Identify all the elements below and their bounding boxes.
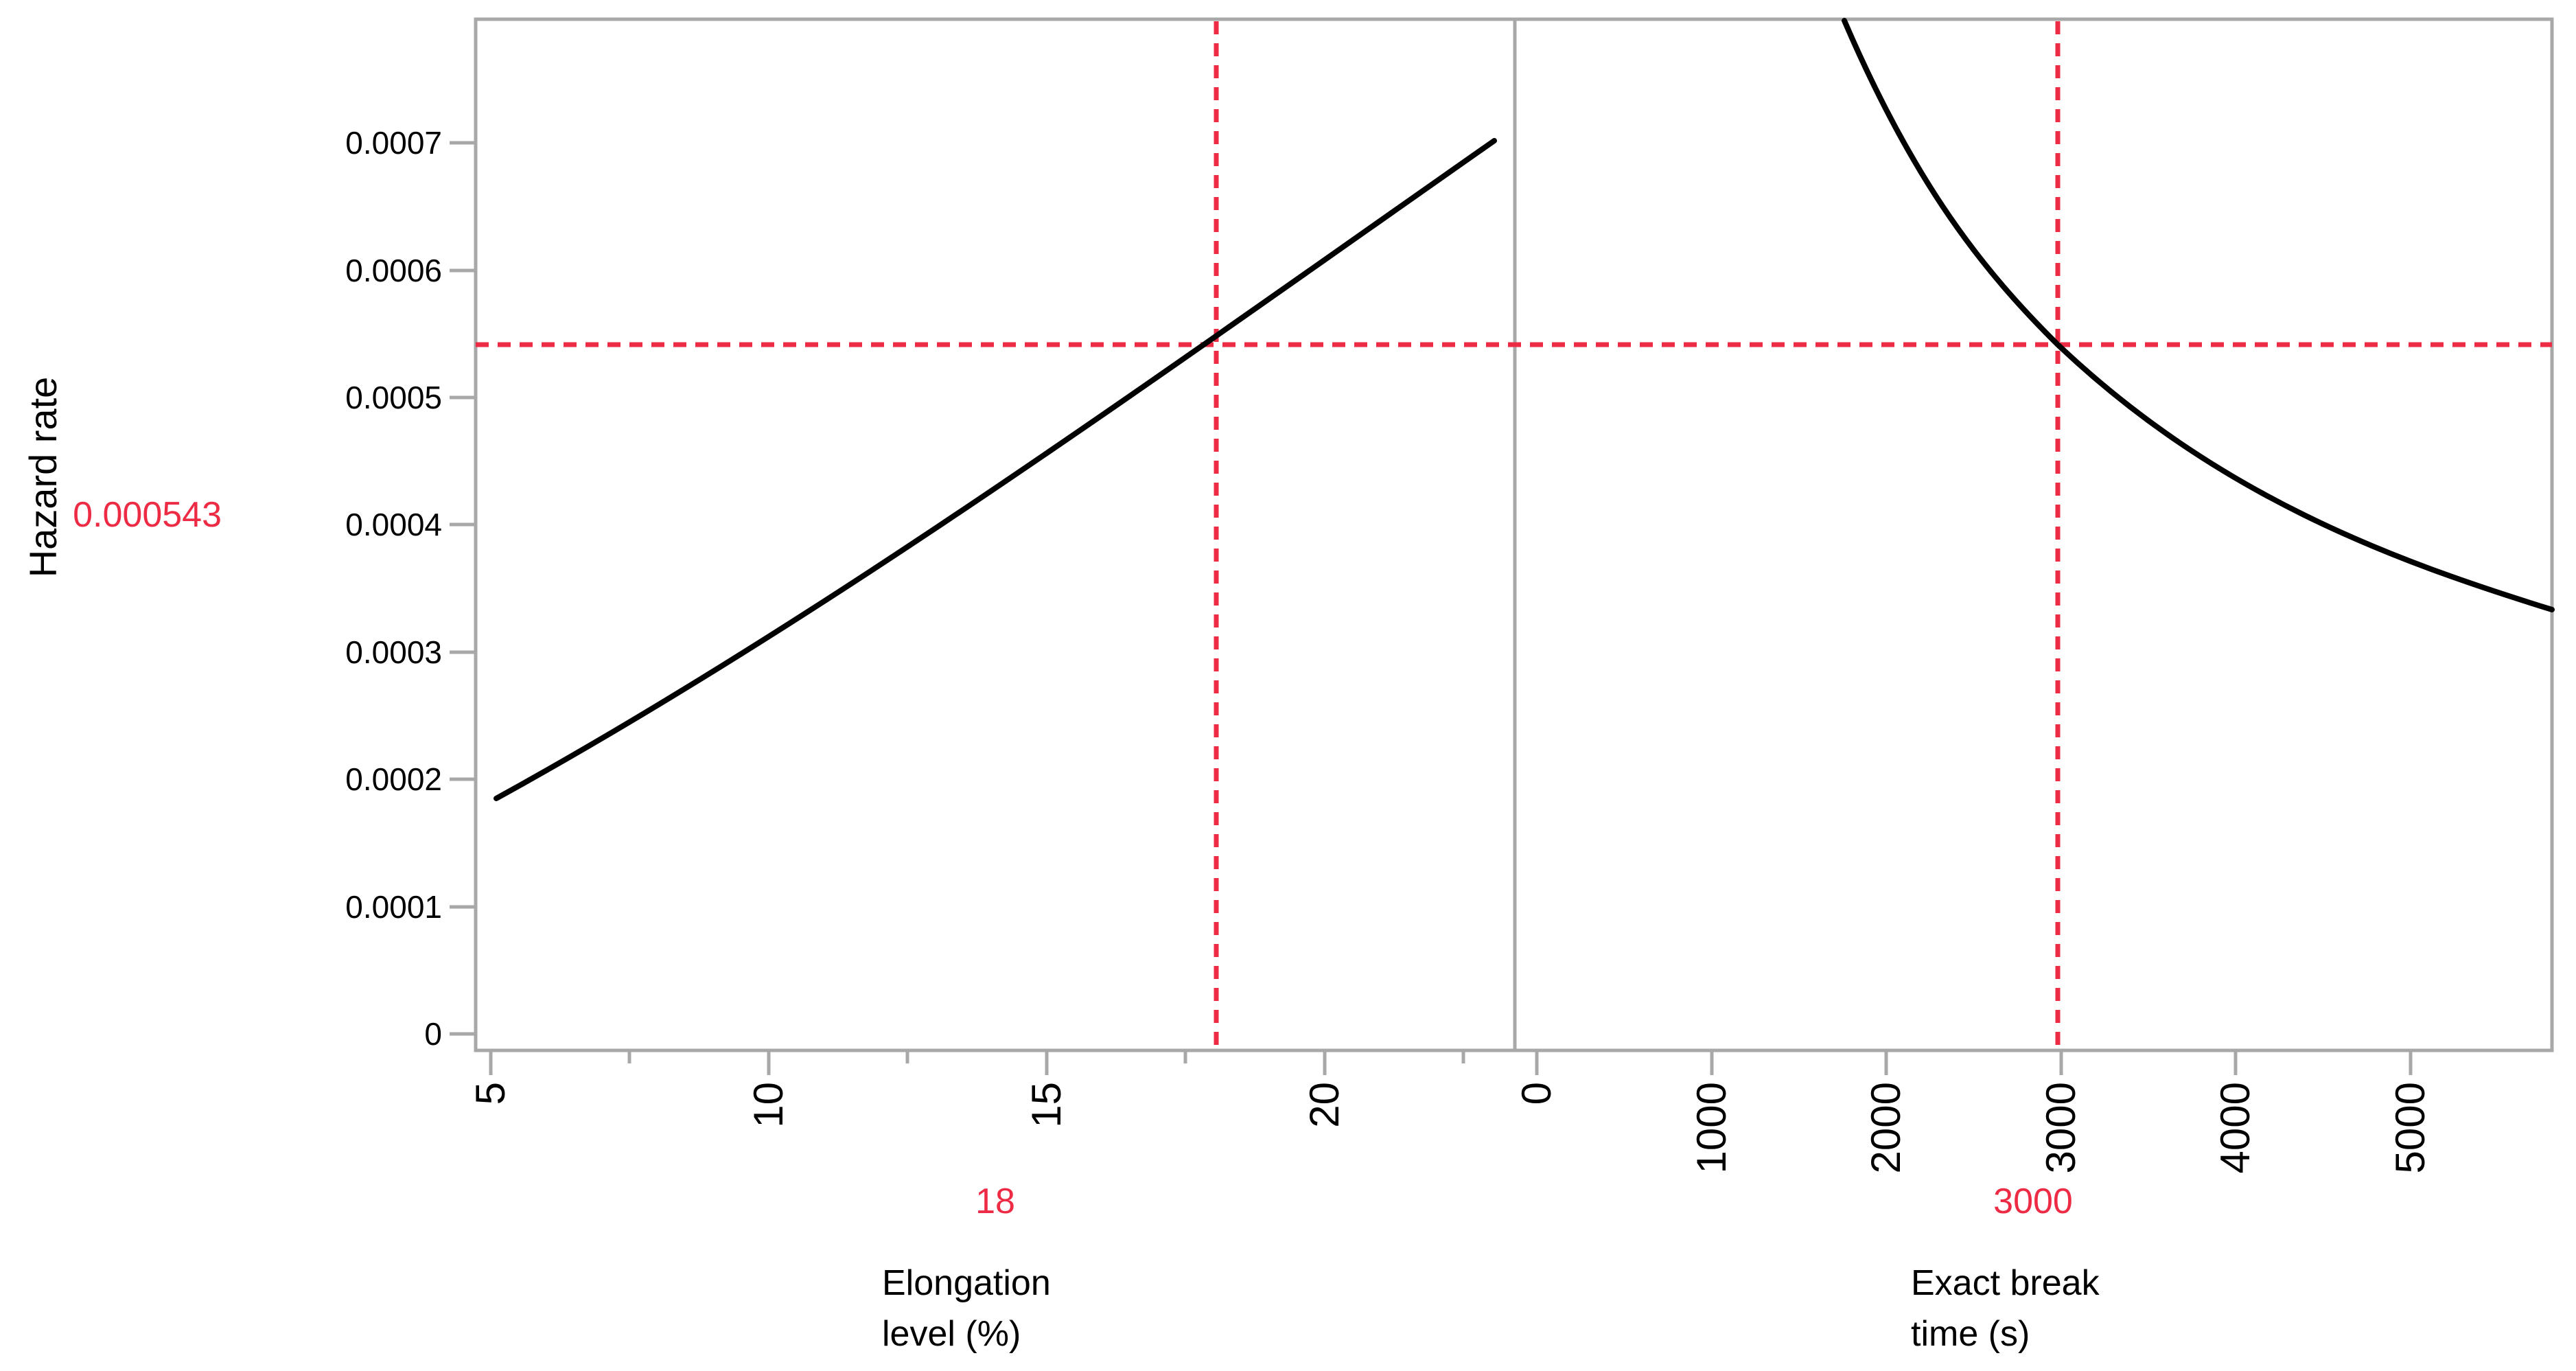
x-tick-label: 3000 <box>2038 1082 2084 1174</box>
y-tick-label: 0.0004 <box>345 507 442 542</box>
x-tick-label: 4000 <box>2212 1082 2258 1174</box>
y-tick-label: 0 <box>424 1016 442 1052</box>
x-tick-label-wrap: 10 <box>745 1082 791 1128</box>
hazard-curve-elongation <box>494 138 1497 801</box>
x-tick-label: 1000 <box>1689 1082 1734 1174</box>
x-tick-label-wrap: 1000 <box>1689 1082 1734 1173</box>
current-break-time-value[interactable]: 3000 <box>1993 1182 2073 1221</box>
y-tick-label: 0.0007 <box>345 125 442 161</box>
elongation-axis-title-line1: Elongation <box>882 1263 1051 1303</box>
x-tick-label-wrap: 4000 <box>2212 1082 2258 1173</box>
x-tick-label: 5 <box>467 1082 513 1105</box>
x-tick-label-wrap: 20 <box>1301 1082 1347 1128</box>
break-time-axis-title-line2: time (s) <box>1911 1314 2030 1354</box>
elongation-axis-title-line2: level (%) <box>882 1314 1021 1354</box>
x-tick-label: 20 <box>1301 1082 1347 1128</box>
x-tick-label-wrap: 15 <box>1023 1082 1069 1128</box>
break-time-axis-title-line1: Exact break <box>1911 1263 2100 1303</box>
hazard-curve-break-time <box>1842 18 2555 612</box>
elongation-axis-title: Elongation level (%) <box>882 1258 1051 1359</box>
break-time-axis-tick-marks <box>1535 1052 2413 1075</box>
x-tick-label-wrap: 3000 <box>2038 1082 2084 1173</box>
current-hazard-value[interactable]: 0.000543 <box>73 495 222 535</box>
x-tick-label-wrap: 2000 <box>1863 1082 1909 1173</box>
y-axis-tick-marks <box>450 141 476 1036</box>
break-time-axis-title: Exact break time (s) <box>1911 1258 2100 1359</box>
current-elongation-value[interactable]: 18 <box>975 1182 1015 1221</box>
x-tick-label: 0 <box>1513 1082 1559 1105</box>
x-tick-label-wrap: 5000 <box>2387 1082 2433 1173</box>
y-tick-label: 0.0006 <box>345 253 442 288</box>
x-tick-label: 15 <box>1023 1082 1069 1128</box>
x-tick-label: 2000 <box>1863 1082 1909 1174</box>
y-tick-label: 0.0002 <box>345 761 442 797</box>
x-tick-label: 10 <box>745 1082 791 1128</box>
x-tick-label-wrap: 5 <box>467 1082 513 1120</box>
y-tick-label: 0.0001 <box>345 889 442 925</box>
y-tick-label: 0.0005 <box>345 380 442 415</box>
y-tick-label: 0.0003 <box>345 634 442 670</box>
x-tick-label: 5000 <box>2387 1082 2433 1174</box>
x-tick-label-wrap: 0 <box>1513 1082 1559 1120</box>
elongation-axis-tick-marks <box>489 1052 1465 1075</box>
